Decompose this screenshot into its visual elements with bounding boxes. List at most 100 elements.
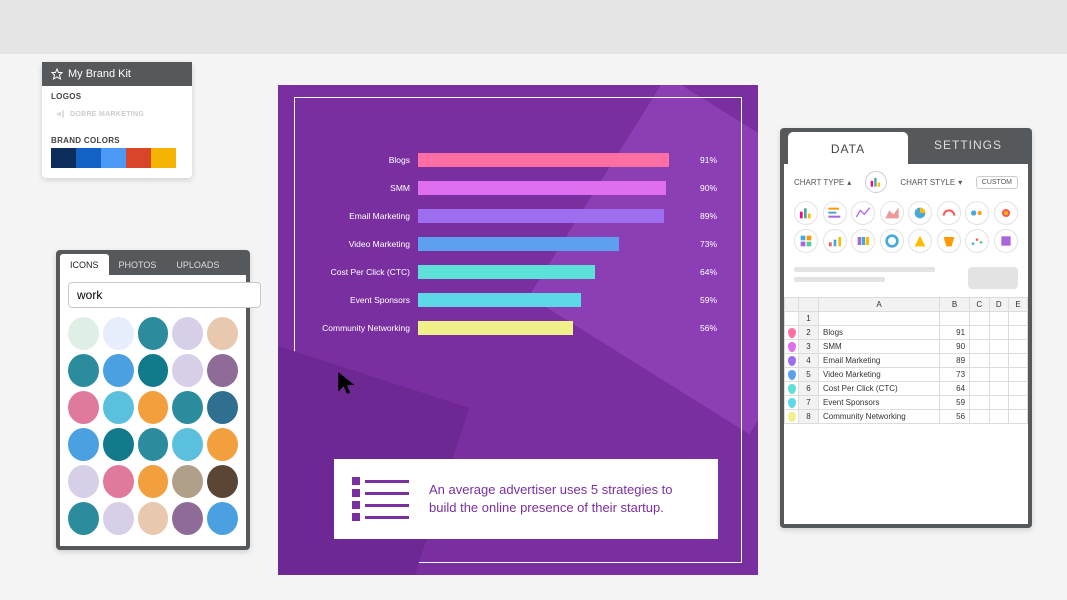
icon-result[interactable]	[172, 428, 203, 461]
chart-type-option[interactable]	[937, 201, 961, 225]
icon-result[interactable]	[138, 465, 169, 498]
icon-result[interactable]	[103, 317, 134, 350]
brand-swatch[interactable]	[101, 148, 126, 168]
sheet-row[interactable]: 5Video Marketing73	[785, 368, 1028, 382]
bar-row[interactable]: SMM90%	[308, 181, 728, 195]
chart-type-option[interactable]	[994, 229, 1018, 253]
icon-result[interactable]	[207, 391, 238, 424]
callout-box[interactable]: An average advertiser uses 5 strategies …	[334, 459, 718, 539]
icon-result[interactable]	[103, 354, 134, 387]
icon-result[interactable]	[68, 465, 99, 498]
tab-photos[interactable]: PHOTOS	[109, 254, 167, 275]
chart-type-option[interactable]	[994, 201, 1018, 225]
brand-swatch[interactable]	[76, 148, 101, 168]
brand-kit-title: My Brand Kit	[68, 68, 131, 80]
icon-result[interactable]	[207, 465, 238, 498]
icon-result[interactable]	[172, 354, 203, 387]
brand-swatch[interactable]	[126, 148, 151, 168]
custom-style-button[interactable]: CUSTOM	[976, 176, 1018, 189]
chart-type-option[interactable]	[823, 229, 847, 253]
bar-label: Community Networking	[308, 323, 418, 333]
chart-data-panel: DATA SETTINGS CHART TYPE ▴ CHART STYLE ▾…	[780, 128, 1032, 528]
icon-result[interactable]	[172, 465, 203, 498]
chart-type-option[interactable]	[851, 229, 875, 253]
bar-label: SMM	[308, 183, 418, 193]
icon-result[interactable]	[68, 317, 99, 350]
bar-fill	[418, 265, 595, 279]
icon-result[interactable]	[103, 465, 134, 498]
icon-result[interactable]	[103, 428, 134, 461]
bar-value: 56%	[694, 323, 728, 333]
icon-result[interactable]	[68, 428, 99, 461]
bar-fill	[418, 181, 666, 195]
sheet-row[interactable]: 2Blogs91	[785, 326, 1028, 340]
sheet-row[interactable]: 4Email Marketing89	[785, 354, 1028, 368]
tab-data[interactable]: DATA	[788, 132, 908, 164]
tab-icons[interactable]: ICONS	[60, 254, 109, 275]
infographic-canvas[interactable]: Blogs91% SMM90% Email Marketing89% Video Ma…	[278, 85, 758, 575]
tab-settings[interactable]: SETTINGS	[908, 128, 1028, 164]
icon-result[interactable]	[103, 391, 134, 424]
brand-swatches	[42, 148, 192, 178]
brand-logo-slot[interactable]: DOBRE MARKETING	[51, 104, 183, 124]
icon-result[interactable]	[138, 502, 169, 535]
bar-label: Event Sponsors	[308, 295, 418, 305]
chart-type-grid	[784, 198, 1028, 261]
chart-type-option[interactable]	[908, 229, 932, 253]
chart-type-preview[interactable]	[865, 171, 887, 193]
assets-tabs: ICONS PHOTOS UPLOADS	[60, 254, 246, 275]
brand-swatch[interactable]	[51, 148, 76, 168]
chart-style-label: CHART STYLE ▾	[900, 178, 962, 187]
icon-result[interactable]	[68, 391, 99, 424]
sheet-row[interactable]: 3SMM90	[785, 340, 1028, 354]
icon-result[interactable]	[172, 391, 203, 424]
brand-swatch[interactable]	[151, 148, 176, 168]
data-spreadsheet[interactable]: A B C D E 12Blogs913SMM904Email Marketin…	[784, 297, 1028, 424]
icon-result[interactable]	[138, 391, 169, 424]
icon-result[interactable]	[103, 502, 134, 535]
bar-chart[interactable]: Blogs91% SMM90% Email Marketing89% Video Ma…	[308, 153, 728, 349]
bullet-list-icon	[352, 473, 409, 525]
chart-type-option[interactable]	[880, 201, 904, 225]
bar-value: 73%	[694, 239, 728, 249]
sheet-row[interactable]: 8Community Networking56	[785, 410, 1028, 424]
megaphone-icon	[55, 108, 67, 120]
icon-result[interactable]	[207, 428, 238, 461]
tab-uploads[interactable]: UPLOADS	[166, 254, 229, 275]
bar-fill	[418, 153, 669, 167]
chart-type-option[interactable]	[965, 229, 989, 253]
bar-row[interactable]: Email Marketing89%	[308, 209, 728, 223]
sheet-row[interactable]: 6Cost Per Click (CTC)64	[785, 382, 1028, 396]
chart-type-option[interactable]	[937, 229, 961, 253]
brand-kit-panel: My Brand Kit LOGOS DOBRE MARKETING BRAND…	[42, 62, 192, 178]
icon-result[interactable]	[207, 502, 238, 535]
icon-search-input[interactable]	[68, 282, 261, 308]
bar-row[interactable]: Event Sponsors59%	[308, 293, 728, 307]
icon-result[interactable]	[138, 317, 169, 350]
bar-row[interactable]: Video Marketing73%	[308, 237, 728, 251]
chart-type-option[interactable]	[823, 201, 847, 225]
chart-type-option[interactable]	[794, 201, 818, 225]
bar-label: Cost Per Click (CTC)	[308, 267, 418, 277]
chart-type-option[interactable]	[880, 229, 904, 253]
bar-row[interactable]: Cost Per Click (CTC)64%	[308, 265, 728, 279]
bar-row[interactable]: Community Networking 56%	[308, 321, 728, 335]
logos-label: LOGOS	[42, 86, 192, 104]
sheet-row[interactable]: 1	[785, 312, 1028, 326]
icon-result[interactable]	[207, 317, 238, 350]
icon-result[interactable]	[68, 354, 99, 387]
chart-type-option[interactable]	[965, 201, 989, 225]
icon-result[interactable]	[172, 502, 203, 535]
sheet-row[interactable]: 7Event Sponsors59	[785, 396, 1028, 410]
icon-result[interactable]	[138, 354, 169, 387]
icon-result[interactable]	[172, 317, 203, 350]
icon-result[interactable]	[138, 428, 169, 461]
chart-type-option[interactable]	[851, 201, 875, 225]
chart-type-option[interactable]	[794, 229, 818, 253]
data-toolbar-skeleton	[784, 261, 1028, 297]
icon-result[interactable]	[68, 502, 99, 535]
brand-kit-header: My Brand Kit	[42, 62, 192, 86]
icon-result[interactable]	[207, 354, 238, 387]
bar-row[interactable]: Blogs91%	[308, 153, 728, 167]
chart-type-option[interactable]	[908, 201, 932, 225]
